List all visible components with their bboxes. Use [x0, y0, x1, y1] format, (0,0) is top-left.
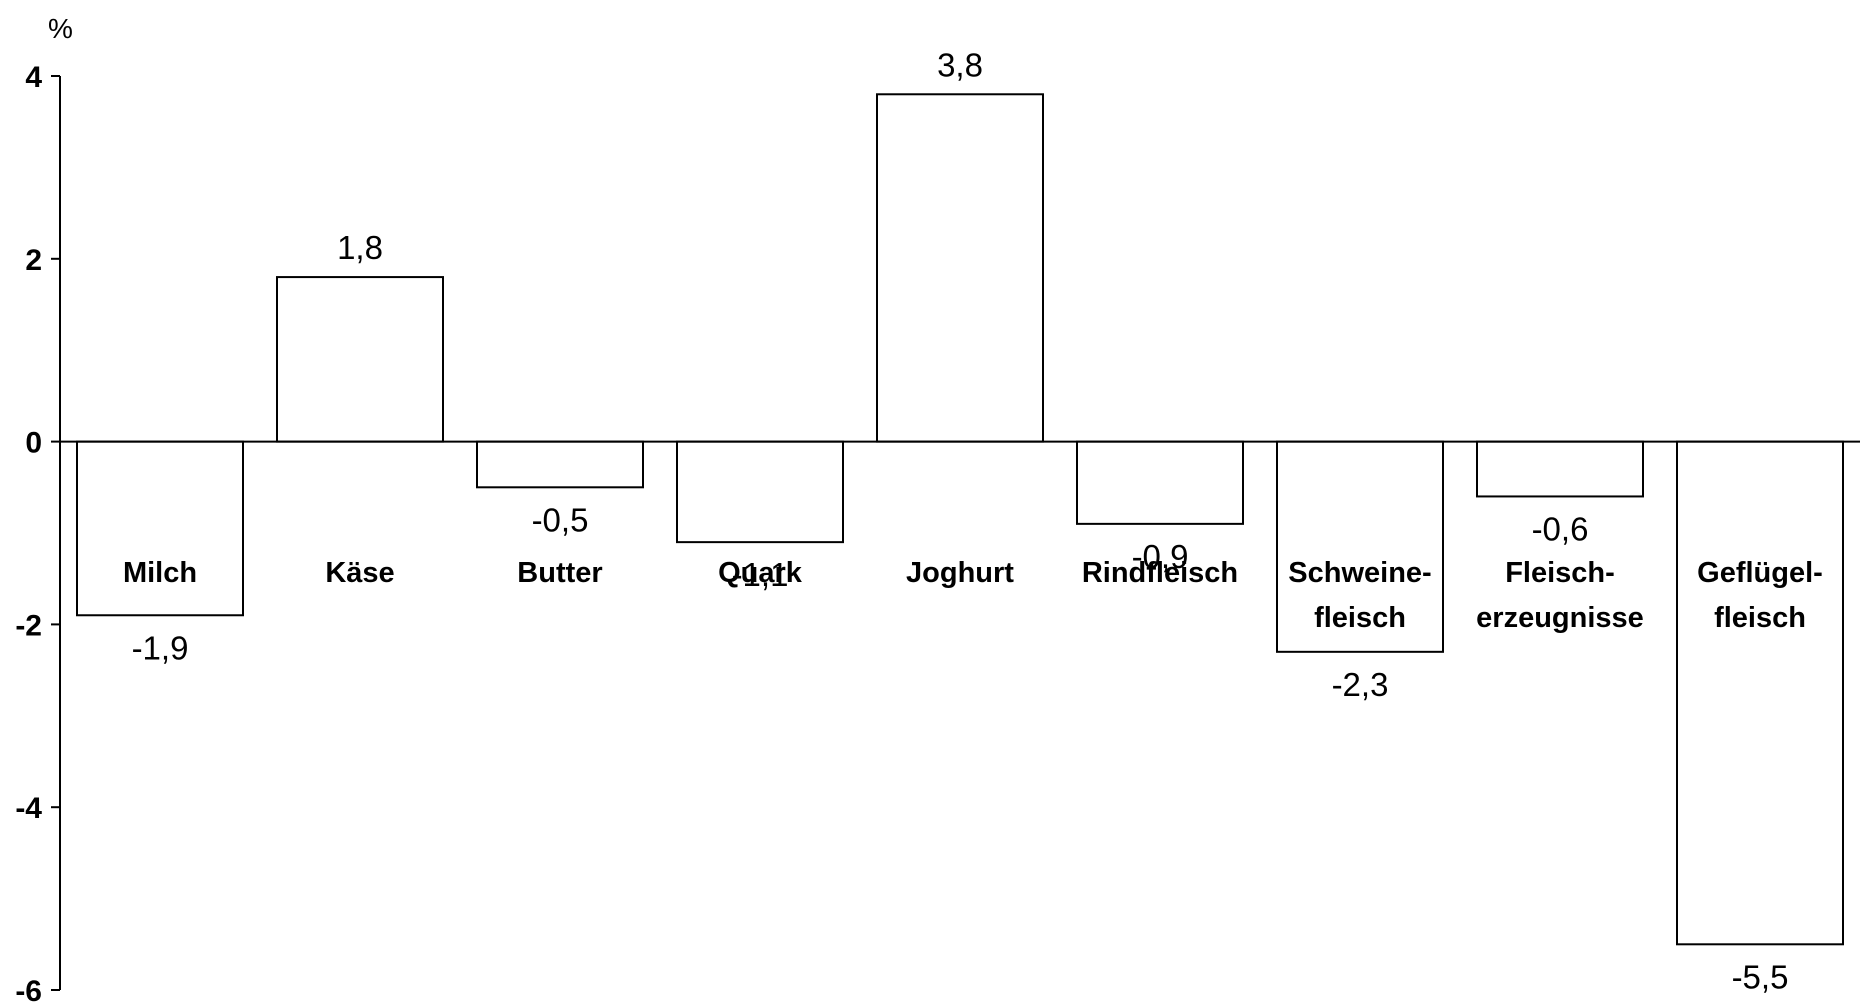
category-label-line: Milch — [123, 557, 197, 589]
bar — [1276, 440, 1444, 653]
category-label: Käse — [325, 557, 394, 589]
y-tick-label: 2 — [25, 244, 42, 277]
bars-group — [76, 93, 1844, 946]
category-label: Schweine-fleisch — [1288, 557, 1431, 634]
data-label: -5,5 — [1732, 958, 1789, 995]
bar — [1076, 440, 1244, 525]
y-tick-label: 0 — [25, 427, 42, 460]
data-label: 3,8 — [937, 46, 983, 83]
data-label: 1,8 — [337, 229, 383, 266]
bar — [1476, 440, 1644, 498]
data-label: -2,3 — [1332, 666, 1389, 703]
value-labels-group: -1,9 1,8 -0,5 -1,1 3,8 -0,9 -2,3 -0,6 -5,5 — [132, 46, 1789, 995]
category-label-line: fleisch — [1714, 602, 1806, 634]
category-label-line: fleisch — [1314, 602, 1406, 634]
bar — [76, 440, 244, 617]
category-label-line: erzeugnisse — [1476, 602, 1644, 634]
bar — [476, 440, 644, 489]
category-label: Rindfleisch — [1082, 557, 1238, 589]
category-label-line: Geflügel- — [1697, 557, 1823, 589]
bar — [1676, 440, 1844, 946]
data-label: -1,9 — [132, 629, 189, 666]
category-label-line: Fleisch- — [1505, 557, 1615, 589]
category-label: Butter — [517, 557, 602, 589]
data-label: -1,1 — [732, 556, 789, 593]
category-labels-group: Milch Käse Butter Quark Joghurt Rindfleisch Sc… — [123, 557, 1823, 634]
category-label: Quark — [718, 557, 803, 589]
y-tick-label: -2 — [15, 609, 42, 642]
y-tick-label: -4 — [15, 792, 42, 825]
bar — [876, 93, 1044, 443]
category-label: Milch — [123, 557, 197, 589]
category-label-line: Quark — [718, 557, 803, 589]
category-label-line: Schweine- — [1288, 557, 1431, 589]
y-axis: 4 2 0 -2 -4 -6 — [15, 61, 61, 1007]
category-label: Geflügel-fleisch — [1697, 557, 1823, 634]
category-label: Joghurt — [906, 557, 1014, 589]
y-tick-label: -6 — [15, 975, 42, 1007]
bar — [276, 276, 444, 443]
data-label: -0,6 — [1532, 510, 1589, 547]
category-label-line: Rindfleisch — [1082, 557, 1238, 589]
data-label: -0,9 — [1132, 538, 1189, 575]
bar — [676, 440, 844, 544]
category-label: Fleisch-erzeugnisse — [1476, 557, 1644, 634]
category-label-line: Käse — [325, 557, 394, 589]
data-label: -0,5 — [532, 501, 589, 538]
y-axis-unit-label: % — [48, 13, 73, 44]
y-tick-label: 4 — [25, 61, 42, 94]
category-label-line: Joghurt — [906, 557, 1014, 589]
category-label-line: Butter — [517, 557, 602, 589]
